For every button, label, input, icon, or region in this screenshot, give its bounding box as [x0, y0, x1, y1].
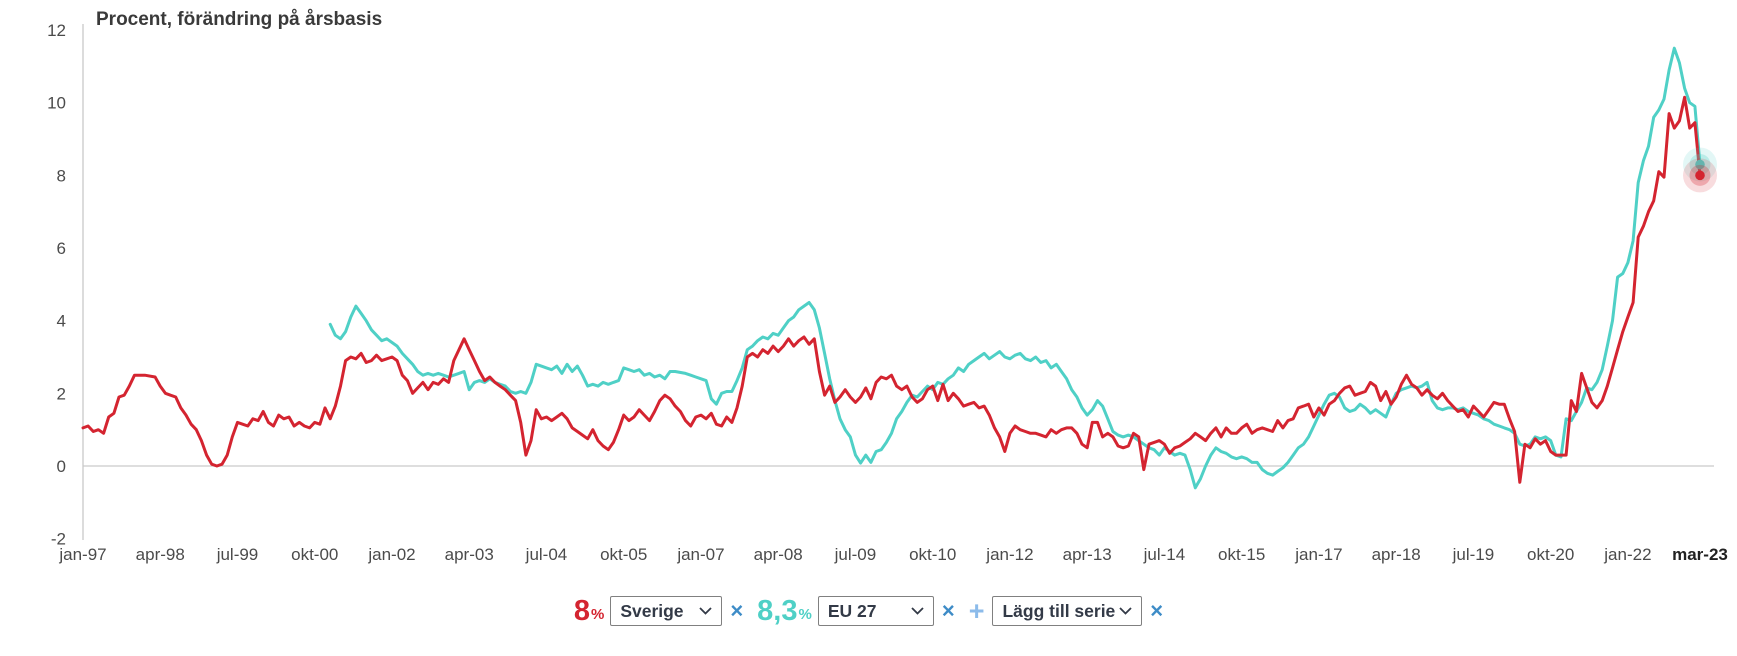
x-tick-label: jan-02 [367, 545, 415, 564]
latest-value-eu27: 8,3 [757, 594, 798, 627]
y-tick-label: 0 [57, 457, 66, 476]
x-tick-label: jan-22 [1603, 545, 1651, 564]
x-tick-label: jul-04 [525, 545, 568, 564]
x-tick-label: apr-98 [136, 545, 185, 564]
y-tick-label: -2 [51, 530, 66, 549]
y-tick-label: 8 [57, 166, 66, 185]
x-tick-label: okt-20 [1527, 545, 1574, 564]
latest-value-sverige: 8 [573, 594, 590, 627]
remove-series-eu27-button[interactable]: × [941, 598, 955, 623]
chart-title: Procent, förändring på årsbasis [96, 9, 383, 30]
series-dropdown-sverige[interactable]: Sverige [610, 596, 723, 626]
series-dropdown-eu27-value: EU 27 [827, 600, 877, 621]
remove-add-series-button[interactable]: × [1150, 598, 1164, 623]
series-dropdown-sverige-value: Sverige [620, 600, 684, 621]
series-line-sverige[interactable] [81, 95, 1702, 484]
x-tick-label: okt-10 [909, 545, 956, 564]
add-series-dropdown[interactable]: Lägg till serie [992, 596, 1143, 626]
latest-point-marker-sverige [1695, 170, 1705, 181]
y-tick-label: 10 [47, 94, 66, 113]
percent-sign-eu27: % [798, 605, 812, 623]
remove-series-sverige-button[interactable]: × [730, 598, 744, 623]
x-tick-label: apr-08 [754, 545, 803, 564]
x-tick-label: okt-00 [291, 545, 338, 564]
series-line-eu-27[interactable] [328, 46, 1702, 490]
x-tick-label: apr-03 [445, 545, 494, 564]
series-control-eu27: 8,3 % EU 27 × [757, 596, 955, 626]
x-tick-label: jul-14 [1143, 545, 1186, 564]
x-tick-label: jul-19 [1452, 545, 1495, 564]
add-series-control: + Lägg till serie × [969, 596, 1163, 626]
series-dropdown-eu27[interactable]: EU 27 [817, 596, 934, 626]
chevron-down-icon [911, 607, 924, 615]
x-tick-label: apr-13 [1063, 545, 1112, 564]
series-control-sverige: 8 % Sverige × [574, 596, 743, 626]
x-tick-label: jul-99 [216, 545, 259, 564]
y-tick-label: 12 [47, 21, 66, 40]
x-tick-label: jan-12 [985, 545, 1033, 564]
add-series-dropdown-value: Lägg till serie [1002, 600, 1116, 621]
x-tick-label: jan-17 [1294, 545, 1342, 564]
y-tick-label: 4 [57, 312, 66, 331]
y-tick-label: 6 [57, 239, 66, 258]
x-tick-label: jan-07 [676, 545, 724, 564]
x-tick-label: mar-23 [1672, 545, 1728, 564]
x-tick-label: jan-97 [58, 545, 106, 564]
chevron-down-icon [699, 607, 712, 615]
x-tick-label: okt-15 [1218, 545, 1265, 564]
x-tick-label: apr-18 [1372, 545, 1421, 564]
latest-point-marker-eu-27 [1695, 159, 1705, 170]
x-tick-label: jul-09 [834, 545, 877, 564]
y-tick-label: 2 [57, 384, 66, 403]
series-controls-bar: 8 % Sverige × 8,3 % EU 27 × + Lägg till … [0, 596, 1737, 626]
plus-icon[interactable]: + [968, 595, 985, 626]
chevron-down-icon [1119, 607, 1132, 615]
x-tick-label: okt-05 [600, 545, 647, 564]
percent-sign-sverige: % [590, 605, 605, 623]
